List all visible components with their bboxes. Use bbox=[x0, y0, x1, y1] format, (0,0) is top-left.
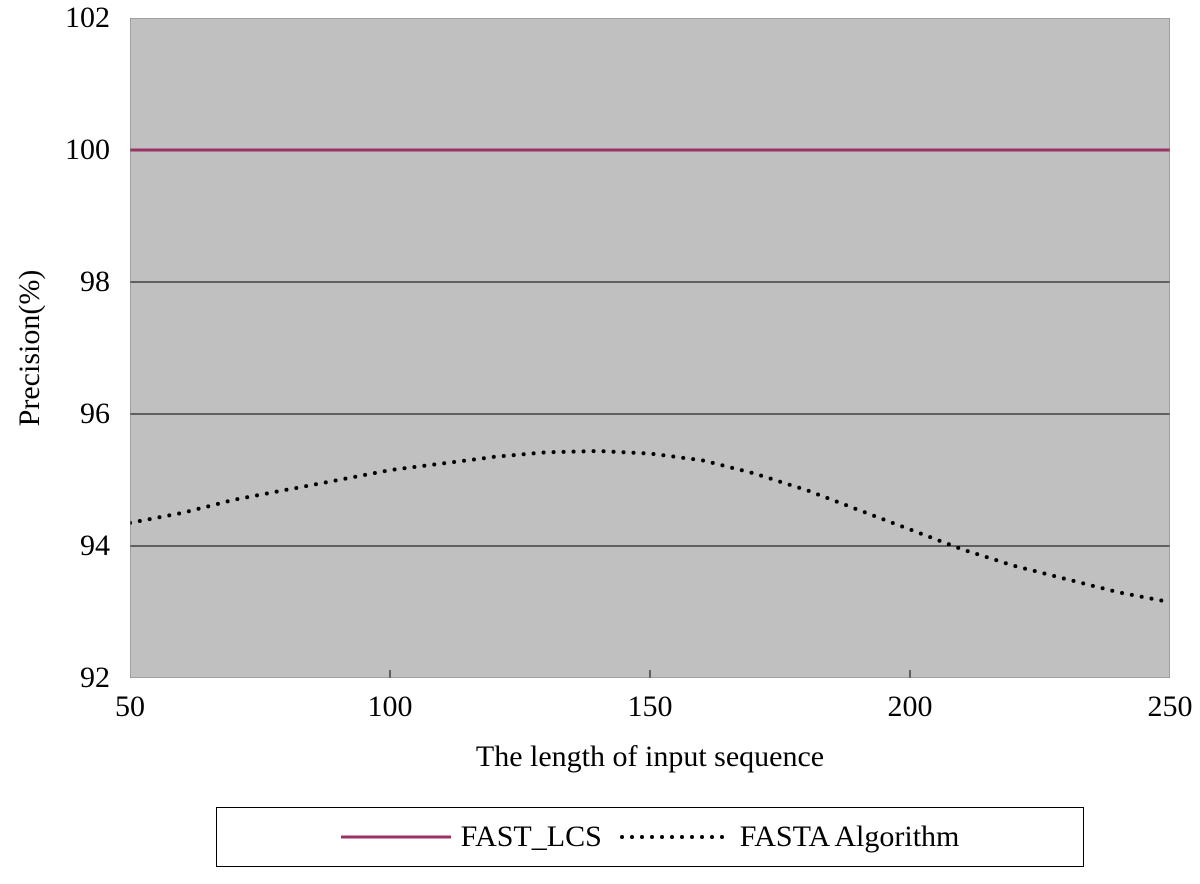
legend-label: FASTA Algorithm bbox=[740, 820, 960, 854]
y-axis-title: Precision(%) bbox=[13, 270, 47, 427]
precision-chart: 92 94 96 98 100 102 50 100 150 200 250 Precision(… bbox=[0, 0, 1200, 884]
x-tick-label: 50 bbox=[115, 690, 145, 724]
plot-background bbox=[130, 18, 1170, 678]
legend-item-FAST_LCS: FAST_LCS bbox=[341, 820, 602, 854]
y-tick-label: 102 bbox=[65, 1, 110, 35]
y-tick-label: 94 bbox=[80, 529, 110, 563]
y-tick-label: 100 bbox=[65, 133, 110, 167]
legend-line-sample bbox=[341, 827, 451, 847]
x-tick-label: 200 bbox=[888, 690, 933, 724]
x-axis-title: The length of input sequence bbox=[476, 740, 824, 774]
x-tick-label: 150 bbox=[628, 690, 673, 724]
legend-label: FAST_LCS bbox=[461, 820, 602, 854]
y-tick-label: 96 bbox=[80, 397, 110, 431]
y-tick-label: 98 bbox=[80, 265, 110, 299]
y-tick-label: 92 bbox=[80, 661, 110, 695]
x-tick-label: 250 bbox=[1148, 690, 1193, 724]
legend: FAST_LCS FASTA Algorithm bbox=[216, 807, 1084, 867]
legend-line-sample bbox=[620, 827, 730, 847]
legend-item-FASTA-Algorithm: FASTA Algorithm bbox=[620, 820, 960, 854]
x-tick-label: 100 bbox=[368, 690, 413, 724]
plot-area bbox=[130, 18, 1170, 678]
